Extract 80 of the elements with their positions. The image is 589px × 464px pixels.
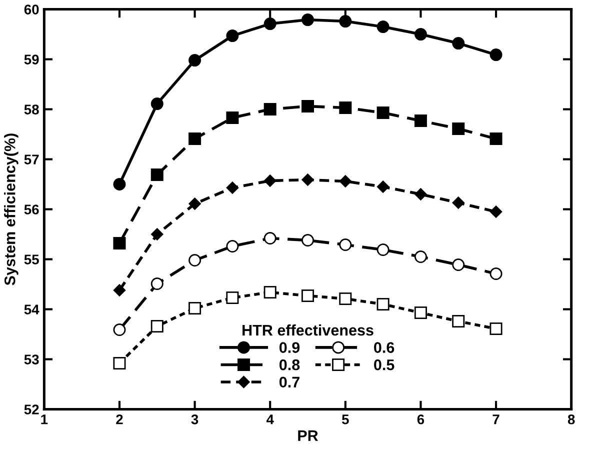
point (452, 37, 465, 50)
point (302, 14, 314, 26)
x-tick-label: 8 (568, 414, 575, 424)
point (264, 232, 276, 245)
x-tick-label: 7 (492, 414, 500, 424)
point (188, 198, 201, 210)
y-tick-label: 54 (24, 304, 40, 314)
point (302, 234, 314, 247)
point (452, 122, 465, 136)
point (264, 286, 276, 299)
point (414, 28, 427, 41)
point (302, 290, 314, 302)
legend-label: 0.9 (279, 342, 300, 353)
point (150, 278, 164, 290)
point (264, 18, 276, 30)
x-axis-title: PR (298, 430, 318, 441)
point (150, 320, 164, 333)
point (188, 54, 202, 67)
point (113, 178, 126, 191)
point (414, 114, 427, 128)
point (490, 206, 502, 218)
point (376, 20, 390, 34)
point (226, 182, 239, 194)
y-tick-label: 59 (24, 54, 39, 64)
point (376, 180, 390, 193)
point (226, 240, 239, 253)
point (490, 48, 502, 62)
point (264, 174, 276, 187)
point (226, 112, 239, 124)
point (376, 244, 390, 256)
point (113, 357, 126, 370)
legend-label: 0.8 (279, 359, 300, 370)
x-tick-label: 2 (116, 414, 123, 424)
point (339, 102, 352, 114)
point (264, 103, 276, 116)
x-tick-label: 1 (41, 414, 48, 424)
legend-label: 0.6 (374, 342, 394, 353)
point (188, 302, 202, 315)
y-tick-label: 53 (24, 354, 39, 364)
legend-title: HTR effectiveness (242, 324, 374, 336)
y-tick-label: 57 (24, 154, 39, 164)
x-tick-label: 6 (417, 414, 424, 424)
point (452, 258, 465, 272)
point (226, 30, 239, 42)
point (339, 15, 352, 28)
y-tick-label: 60 (24, 4, 39, 14)
point (490, 132, 502, 146)
point (188, 132, 202, 146)
point (452, 315, 465, 328)
y-tick-label: 52 (24, 404, 39, 414)
point (150, 168, 164, 182)
legend-label: 0.5 (374, 359, 394, 370)
point (414, 306, 427, 320)
point (339, 292, 352, 306)
y-axis-title: System efficiency(%) (4, 134, 18, 286)
point (113, 324, 126, 336)
point (302, 174, 314, 186)
point (339, 238, 352, 252)
x-tick-label: 4 (266, 414, 274, 424)
point (414, 188, 427, 200)
x-tick-label: 5 (342, 414, 349, 424)
point (376, 298, 390, 311)
point (150, 98, 164, 110)
point (302, 100, 314, 113)
point (490, 322, 502, 336)
point (414, 250, 427, 264)
point (188, 254, 202, 267)
point (376, 106, 390, 120)
point (113, 284, 126, 296)
point (490, 268, 502, 280)
point (113, 237, 126, 250)
y-tick-label: 55 (24, 254, 39, 264)
point (339, 175, 352, 188)
legend-label: 0.7 (279, 376, 300, 388)
point (226, 292, 239, 304)
x-tick-label: 3 (191, 414, 198, 424)
point (151, 228, 164, 240)
y-tick-label: 56 (24, 204, 39, 214)
point (452, 196, 464, 209)
y-tick-label: 58 (24, 104, 39, 114)
